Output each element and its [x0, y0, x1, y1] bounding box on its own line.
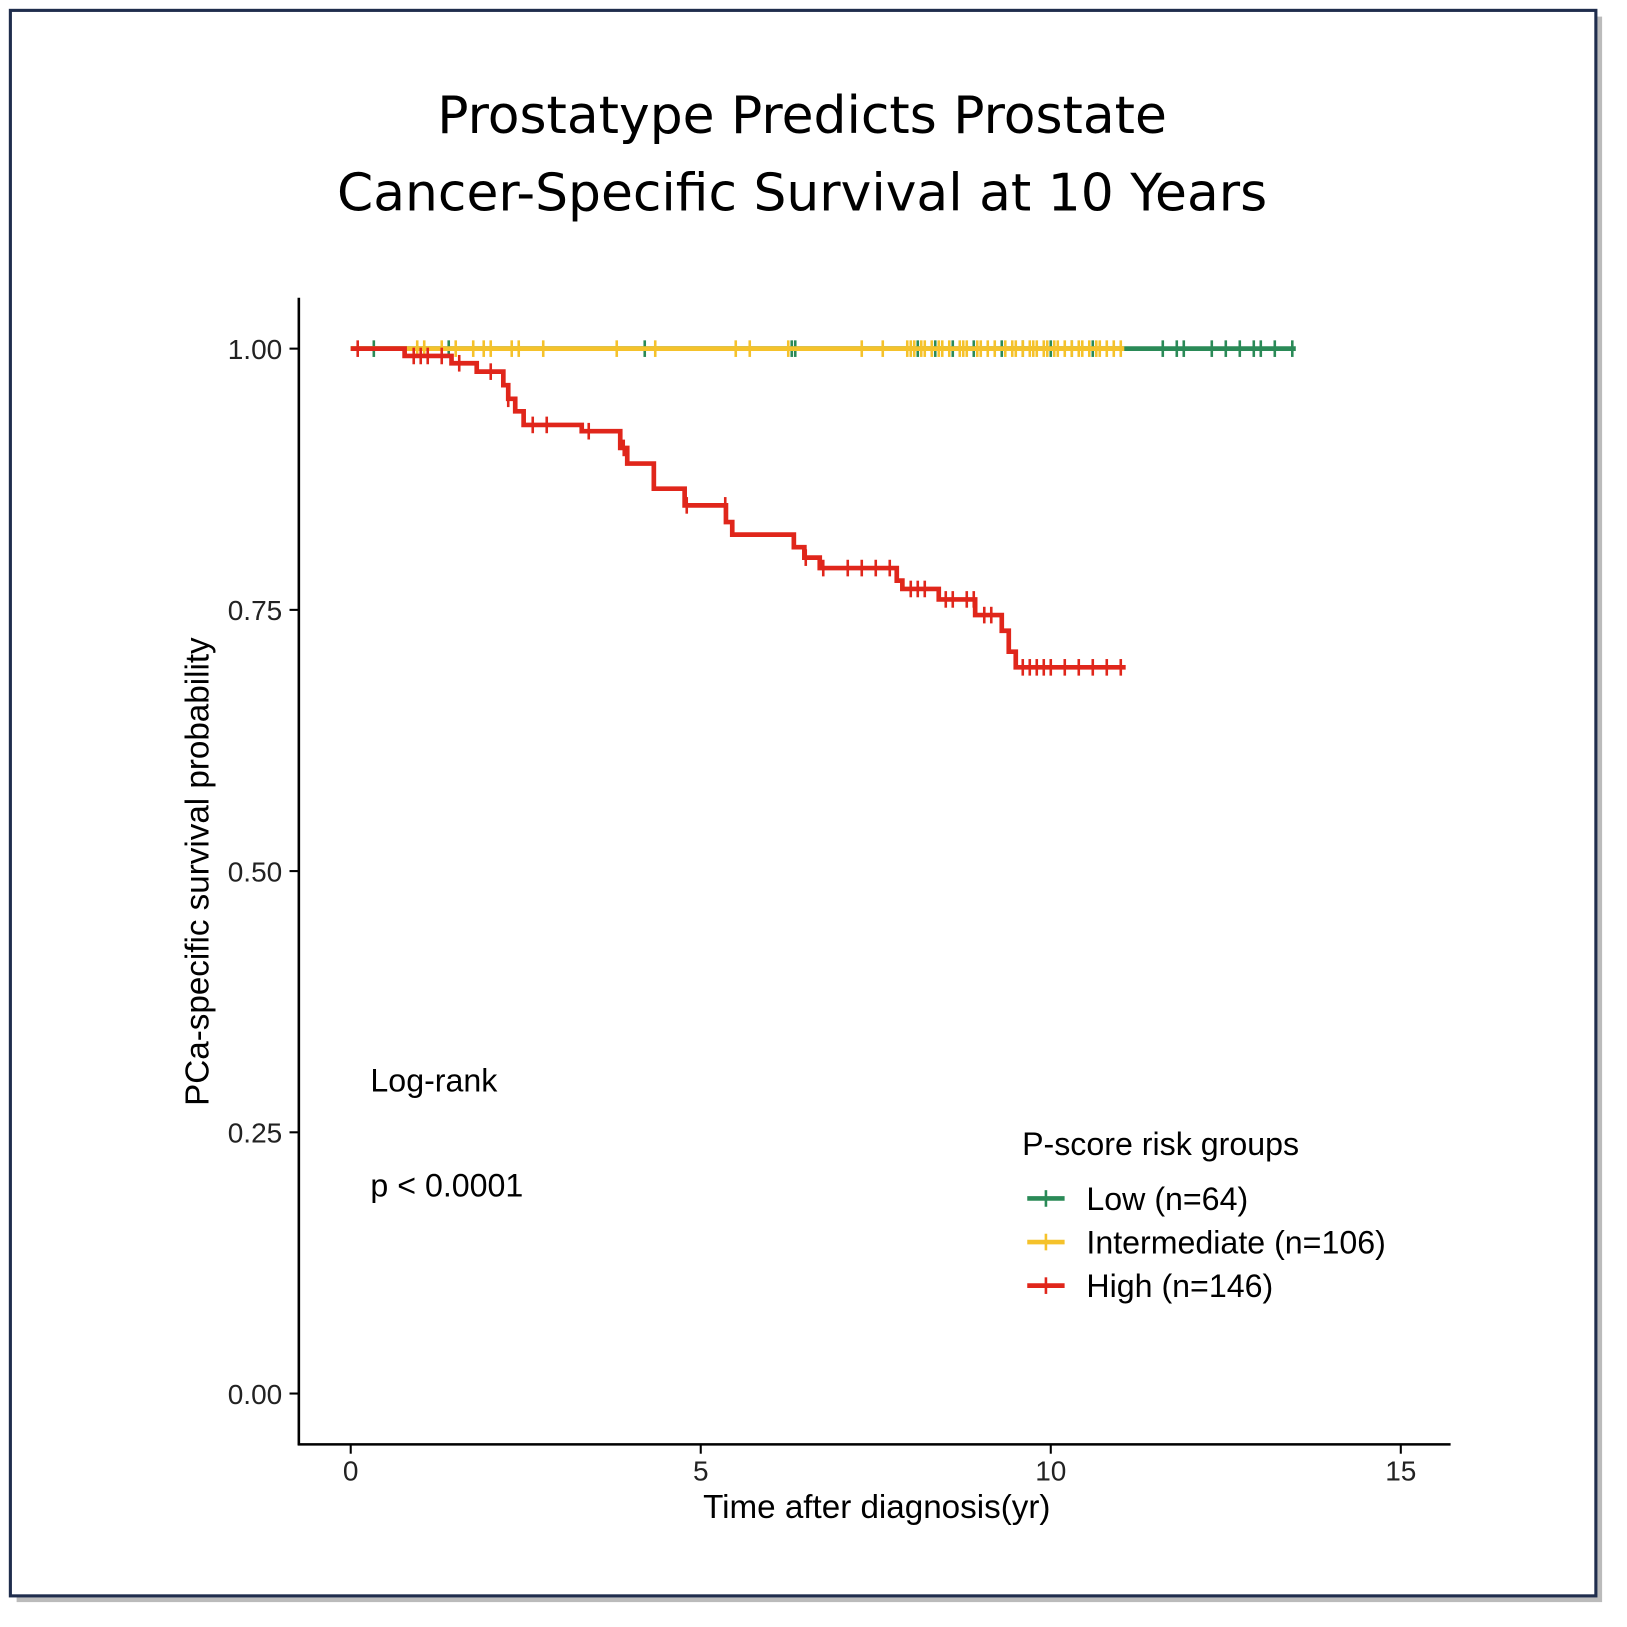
legend-title: P-score risk groups	[1022, 1126, 1299, 1162]
frame-border	[8, 8, 1598, 1598]
y-tick-label: 0.25	[228, 1118, 282, 1149]
x-tick-label: 0	[343, 1456, 359, 1487]
x-tick-label: 15	[1385, 1456, 1416, 1487]
legend-item: High (n=146)	[1027, 1268, 1273, 1304]
series-intermediate	[350, 340, 1125, 357]
y-tick-label: 0.00	[228, 1379, 282, 1410]
y-tick-label: 0.50	[228, 856, 282, 887]
legend-item: Low (n=64)	[1027, 1181, 1248, 1217]
legend-label: High (n=146)	[1086, 1268, 1273, 1304]
chart-title-line-2: Cancer-Specific Survival at 10 Years	[337, 164, 1267, 224]
y-tick-label: 0.75	[228, 595, 282, 626]
y-axis-title: PCa-specific survival probability	[180, 637, 217, 1106]
survival-curve	[350, 346, 1126, 670]
p-value-label: p < 0.0001	[370, 1167, 523, 1203]
x-axis-title: Time after diagnosis(yr)	[703, 1489, 1050, 1526]
chart-title-line-1: Prostatype Predicts Prostate	[437, 86, 1167, 146]
series-high	[350, 340, 1126, 676]
x-tick-label: 5	[693, 1456, 709, 1487]
y-tick-label: 1.00	[228, 334, 282, 365]
logrank-label: Log-rank	[370, 1063, 498, 1099]
legend-item: Intermediate (n=106)	[1027, 1224, 1386, 1260]
legend-label: Intermediate (n=106)	[1086, 1224, 1385, 1260]
x-tick-label: 10	[1035, 1456, 1066, 1487]
legend-label: Low (n=64)	[1086, 1181, 1248, 1217]
